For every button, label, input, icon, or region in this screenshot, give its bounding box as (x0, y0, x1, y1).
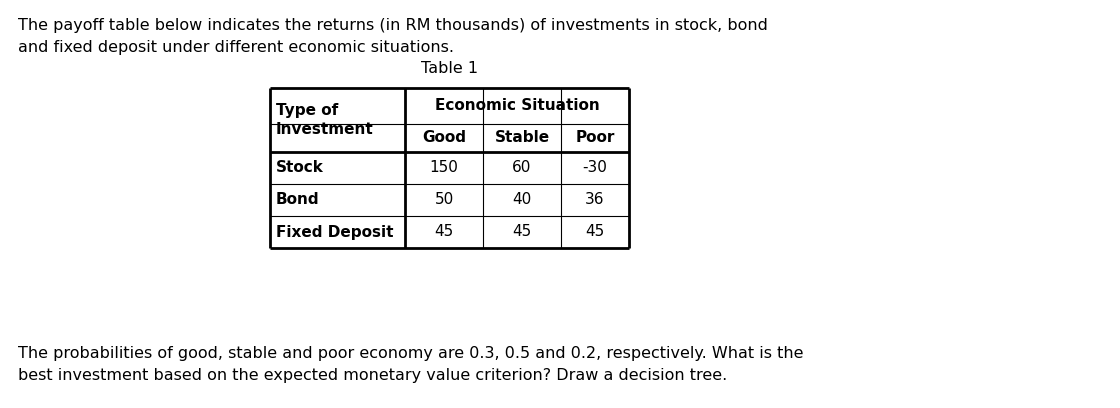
Text: 40: 40 (512, 193, 532, 208)
Text: Fixed Deposit: Fixed Deposit (276, 224, 393, 239)
Text: 45: 45 (512, 224, 532, 239)
Text: Poor: Poor (576, 131, 615, 146)
Text: Good: Good (422, 131, 466, 146)
Text: 50: 50 (435, 193, 454, 208)
Text: The probabilities of good, stable and poor economy are 0.3, 0.5 and 0.2, respect: The probabilities of good, stable and po… (18, 346, 803, 361)
Text: Stock: Stock (276, 160, 324, 175)
Text: 60: 60 (512, 160, 532, 175)
Text: 150: 150 (430, 160, 458, 175)
Text: 45: 45 (435, 224, 454, 239)
Text: 36: 36 (586, 193, 605, 208)
Text: and fixed deposit under different economic situations.: and fixed deposit under different econom… (18, 40, 454, 55)
Text: best investment based on the expected monetary value criterion? Draw a decision : best investment based on the expected mo… (18, 368, 727, 383)
Text: Economic Situation: Economic Situation (435, 98, 599, 113)
Text: -30: -30 (582, 160, 607, 175)
Text: Bond: Bond (276, 193, 319, 208)
Text: 45: 45 (586, 224, 605, 239)
Text: Table 1: Table 1 (421, 61, 478, 76)
Text: Type of
Investment: Type of Investment (276, 102, 374, 137)
Text: Stable: Stable (494, 131, 550, 146)
Text: The payoff table below indicates the returns (in RM thousands) of investments in: The payoff table below indicates the ret… (18, 18, 768, 33)
